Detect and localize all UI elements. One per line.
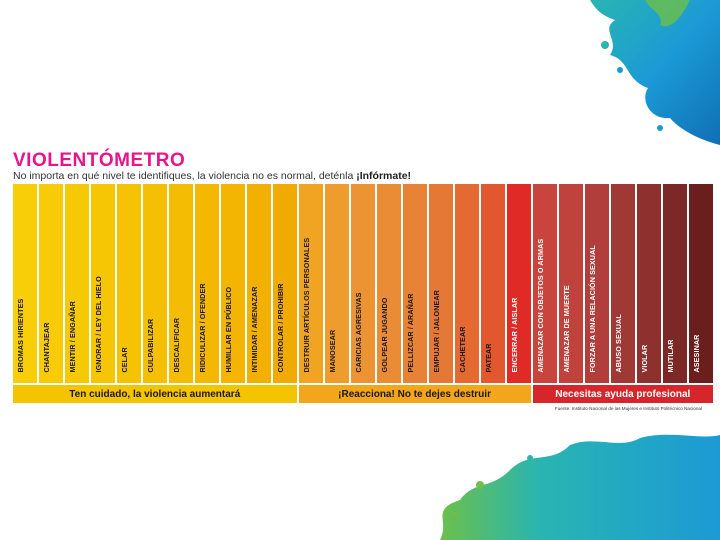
meter-level: AMENAZAR CON OBJETOS O ARMAS xyxy=(533,184,557,383)
meter-level: BROMAS HIRIENTES xyxy=(13,184,37,383)
meter-level: RIDICULIZAR / OFENDER xyxy=(195,184,219,383)
meter-level-label: EMPUJAR / JALONEAR xyxy=(432,290,441,373)
subtitle-text: No importa en qué nivel te identifiques,… xyxy=(13,170,357,182)
severity-band: ¡Reacciona! No te dejes destruir xyxy=(298,385,531,403)
meter-level-label: DESTRUIR ARTÍCULOS PERSONALES xyxy=(302,237,311,373)
meter-level: FORZAR A UNA RELACIÓN SEXUAL xyxy=(585,184,609,383)
meter-level: HUMILLAR EN PÚBLICO xyxy=(221,184,245,383)
meter-level: EMPUJAR / JALONEAR xyxy=(429,184,453,383)
decorative-splash-top xyxy=(590,0,720,145)
meter-level-label: MANOSEAR xyxy=(328,329,337,373)
meter-level: VIOLAR xyxy=(637,184,661,383)
meter-level-label: ABUSO SEXUAL xyxy=(614,314,623,373)
meter-level-label: GOLPEAR JUGANDO xyxy=(380,297,389,373)
meter-level-label: FORZAR A UNA RELACIÓN SEXUAL xyxy=(588,245,597,373)
meter-level: ENCERRAR / AISLAR xyxy=(507,184,531,383)
meter-level-label: CELAR xyxy=(120,347,129,373)
meter-level: GOLPEAR JUGANDO xyxy=(377,184,401,383)
meter-level-label: IGNORAR / LEY DEL HIELO xyxy=(94,276,103,373)
violence-meter: BROMAS HIRIENTES CHANTAJEAR MENTIR / ENGAÑ… xyxy=(13,184,713,383)
meter-level: DESCALIFICAR xyxy=(169,184,193,383)
meter-level-label: BROMAS HIRIENTES xyxy=(16,298,25,373)
subtitle-emphasis: ¡Infórmate! xyxy=(356,170,412,182)
meter-level-label: CONTROLAR / PROHIBIR xyxy=(276,283,285,373)
meter-level: PATEAR xyxy=(481,184,505,383)
meter-level: CELAR xyxy=(117,184,141,383)
meter-level-label: MENTIR / ENGAÑAR xyxy=(68,301,77,373)
meter-level: MENTIR / ENGAÑAR xyxy=(65,184,89,383)
meter-level-label: PATEAR xyxy=(484,343,493,373)
decorative-splash-bottom xyxy=(440,434,720,540)
meter-level: CONTROLAR / PROHIBIR xyxy=(273,184,297,383)
meter-level: MUTILAR xyxy=(663,184,687,383)
meter-level: MANOSEAR xyxy=(325,184,349,383)
source-note: Fuente: Instituto Nacional de las Mujere… xyxy=(554,406,702,411)
meter-level: CHANTAJEAR xyxy=(39,184,63,383)
meter-level: CARICIAS AGRESIVAS xyxy=(351,184,375,383)
meter-level: CACHETEAR xyxy=(455,184,479,383)
meter-level-label: INTIMIDAR / AMENAZAR xyxy=(250,286,259,373)
meter-level: DESTRUIR ARTÍCULOS PERSONALES xyxy=(299,184,323,383)
meter-level: IGNORAR / LEY DEL HIELO xyxy=(91,184,115,383)
meter-level-label: AMENAZAR CON OBJETOS O ARMAS xyxy=(536,238,545,373)
meter-level: AMENAZAR DE MUERTE xyxy=(559,184,583,383)
meter-level-label: DESCALIFICAR xyxy=(172,317,181,373)
meter-level-label: PELLIZCAR / ARAÑAR xyxy=(406,293,415,373)
page-subtitle: No importa en qué nivel te identifiques,… xyxy=(13,170,411,182)
meter-level-label: CACHETEAR xyxy=(458,326,467,373)
meter-level: PELLIZCAR / ARAÑAR xyxy=(403,184,427,383)
meter-level: CULPABILIZAR xyxy=(143,184,167,383)
severity-band: Ten cuidado, la violencia aumentará xyxy=(13,385,297,403)
severity-bands: Ten cuidado, la violencia aumentará ¡Reac… xyxy=(13,385,713,403)
meter-level-label: HUMILLAR EN PÚBLICO xyxy=(224,286,233,373)
meter-level-label: RIDICULIZAR / OFENDER xyxy=(198,283,207,373)
meter-level: INTIMIDAR / AMENAZAR xyxy=(247,184,271,383)
meter-level-label: ASESINAR xyxy=(692,334,701,373)
meter-level: ASESINAR xyxy=(689,184,713,383)
page-title: VIOLENTÓMETRO xyxy=(13,150,186,171)
meter-level-label: AMENAZAR DE MUERTE xyxy=(562,285,571,373)
meter-level-label: VIOLAR xyxy=(640,344,649,373)
meter-level-label: ENCERRAR / AISLAR xyxy=(510,297,519,373)
meter-level-label: CHANTAJEAR xyxy=(42,322,51,373)
meter-level: ABUSO SEXUAL xyxy=(611,184,635,383)
meter-level-label: CULPABILIZAR xyxy=(146,318,155,373)
severity-band: Necesitas ayuda profesional xyxy=(532,385,713,403)
meter-level-label: CARICIAS AGRESIVAS xyxy=(354,292,363,373)
meter-level-label: MUTILAR xyxy=(666,339,675,373)
